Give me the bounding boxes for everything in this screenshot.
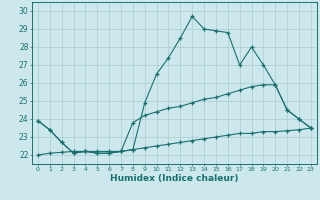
X-axis label: Humidex (Indice chaleur): Humidex (Indice chaleur)	[110, 174, 239, 183]
